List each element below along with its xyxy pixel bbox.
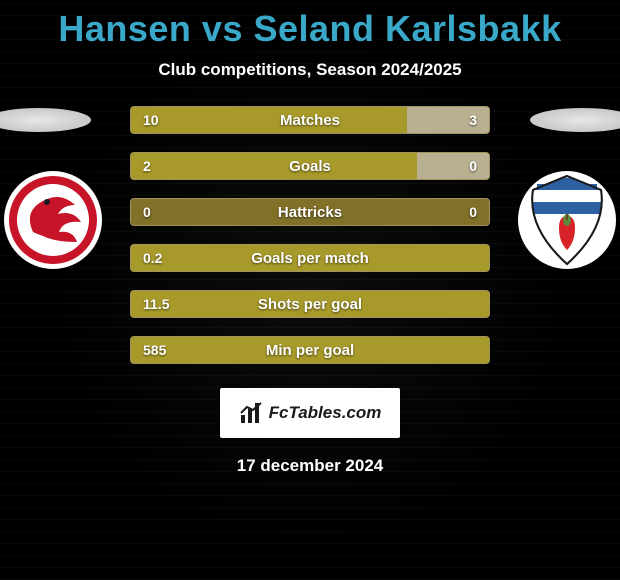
right-team-badge xyxy=(517,170,617,270)
right-player-silhouette xyxy=(530,108,620,132)
left-player-silhouette xyxy=(0,108,91,132)
page-title: Hansen vs Seland Karlsbakk xyxy=(0,0,620,50)
stat-label: Hattricks xyxy=(131,199,489,225)
stat-row: 20Goals xyxy=(130,152,490,180)
almere-city-badge-icon xyxy=(3,170,103,270)
brand-text: FcTables.com xyxy=(269,403,382,423)
date-text: 17 december 2024 xyxy=(0,456,620,476)
stat-bars: 103Matches 20Goals 00Hattricks 0.2Goals per… xyxy=(120,106,500,382)
stat-label: Matches xyxy=(131,107,489,133)
chart-icon xyxy=(239,401,263,425)
fctables-watermark: FcTables.com xyxy=(220,388,400,438)
subtitle: Club competitions, Season 2024/2025 xyxy=(0,60,620,80)
stat-row: 585Min per goal xyxy=(130,336,490,364)
left-team-badge xyxy=(3,170,103,270)
stat-row: 00Hattricks xyxy=(130,198,490,226)
stat-label: Shots per goal xyxy=(131,291,489,317)
right-player-column xyxy=(500,106,620,270)
stat-row: 0.2Goals per match xyxy=(130,244,490,272)
comparison-panel: 103Matches 20Goals 00Hattricks 0.2Goals per… xyxy=(0,106,620,382)
stat-label: Min per goal xyxy=(131,337,489,363)
heerenveen-badge-icon xyxy=(517,170,617,270)
left-player-column xyxy=(0,106,120,270)
stat-label: Goals xyxy=(131,153,489,179)
stat-label: Goals per match xyxy=(131,245,489,271)
stat-row: 103Matches xyxy=(130,106,490,134)
stat-row: 11.5Shots per goal xyxy=(130,290,490,318)
